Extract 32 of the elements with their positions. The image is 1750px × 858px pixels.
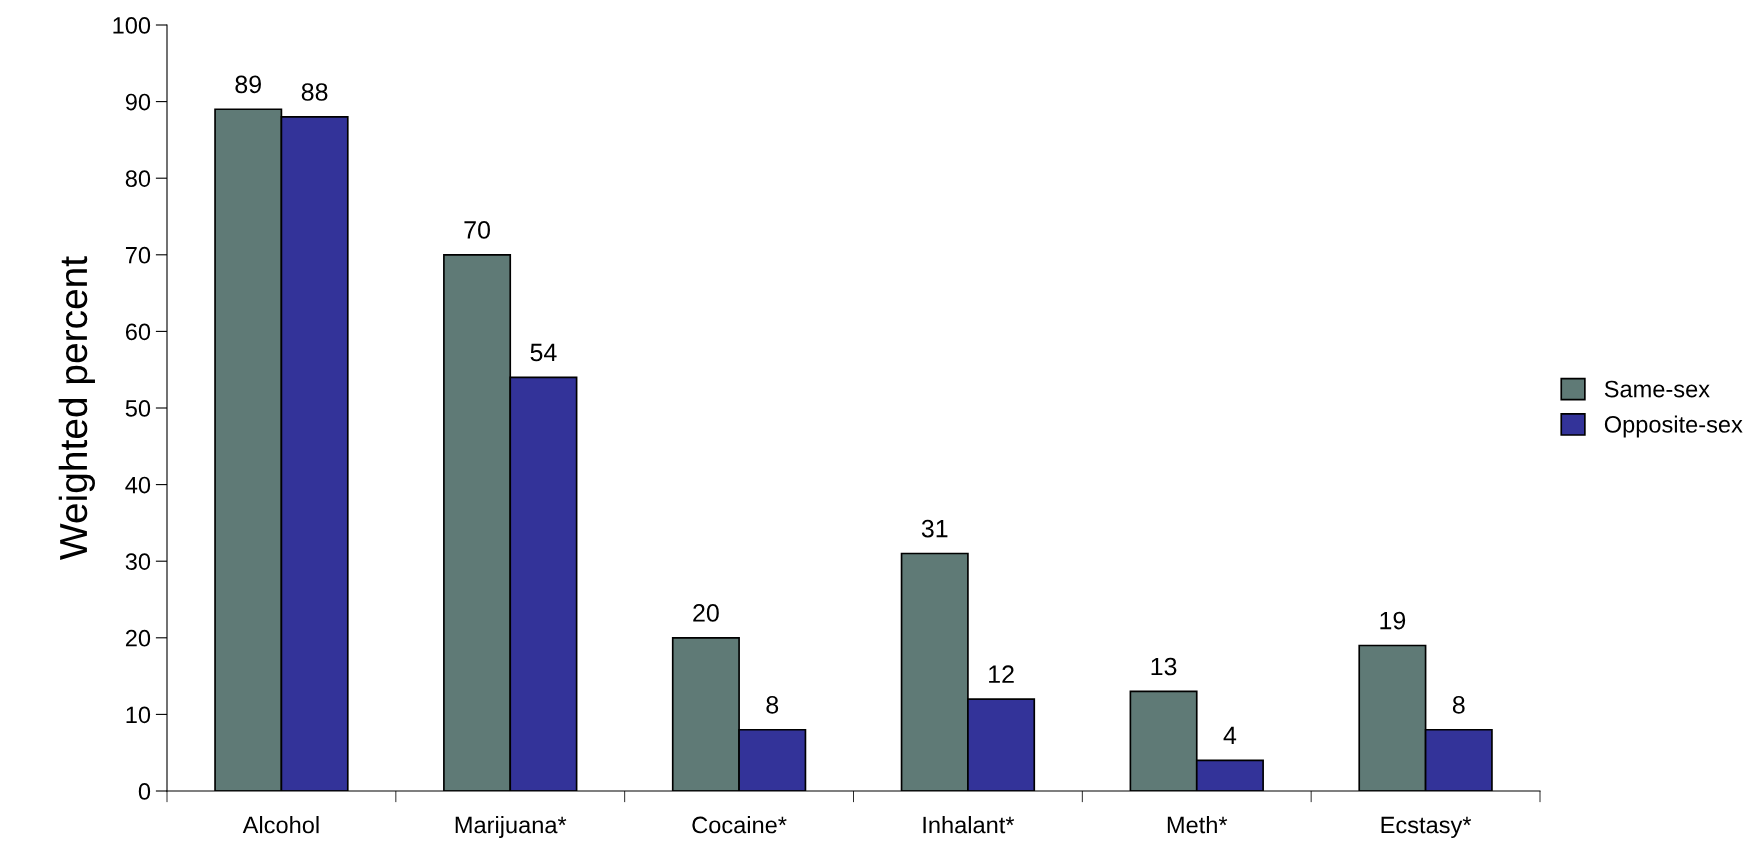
x-tick-label: Ecstasy* [1381, 816, 1472, 839]
data-label: 12 [989, 665, 1014, 683]
data-label: 88 [301, 83, 328, 101]
data-label: 8 [1452, 695, 1465, 714]
y-tick-label: 10 [126, 706, 151, 724]
x-tick-label: Inhalant* [923, 816, 1015, 834]
data-label: 13 [1151, 657, 1177, 676]
data-label: 4 [1223, 726, 1237, 745]
y-axis-title: Weighted percent [58, 256, 95, 560]
x-tick-label: Cocaine* [692, 816, 787, 834]
data-label: 54 [530, 343, 557, 362]
y-tick-label: 80 [125, 170, 151, 187]
y-tick-label: 70 [125, 246, 151, 264]
legend-label: Opposite-sex [1604, 415, 1743, 438]
y-tick-label: 50 [125, 400, 151, 417]
x-tick-label: Meth* [1167, 816, 1228, 834]
y-tick-label: 90 [125, 93, 151, 111]
y-tick-label: 20 [125, 629, 151, 647]
y-tick-label: 100 [113, 17, 151, 34]
legend-label: Same-sex [1604, 380, 1710, 398]
y-tick-label: 40 [125, 476, 151, 494]
x-tick-label: Marijuana* [455, 816, 567, 839]
data-label: 19 [1380, 611, 1406, 630]
data-label: 20 [693, 604, 719, 622]
x-tick-label: Alcohol [242, 816, 319, 834]
y-tick-label: 30 [125, 553, 151, 570]
data-label: 31 [921, 519, 948, 538]
data-label: 8 [766, 695, 779, 714]
data-label: 89 [235, 75, 261, 94]
data-label: 70 [464, 221, 490, 239]
y-tick-label: 60 [125, 323, 151, 341]
y-tick-label: 0 [138, 783, 151, 800]
